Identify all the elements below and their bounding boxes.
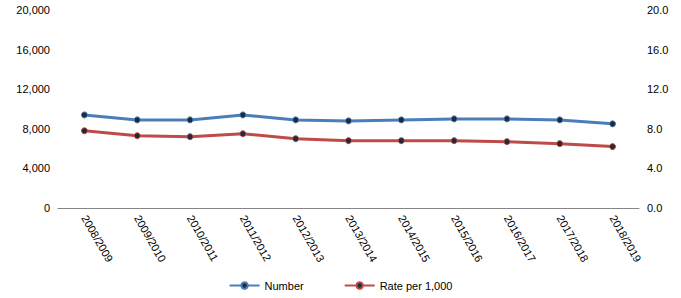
svg-text:2011/2012: 2011/2012	[238, 213, 274, 263]
svg-text:2015/2016: 2015/2016	[449, 213, 485, 264]
svg-text:0: 0	[44, 202, 50, 214]
svg-text:2012/2013: 2012/2013	[290, 213, 326, 264]
svg-text:2018/2019: 2018/2019	[607, 213, 643, 264]
svg-text:2008/2009: 2008/2009	[79, 213, 115, 264]
svg-text:8.0: 8.0	[647, 123, 662, 135]
svg-text:8,000: 8,000	[22, 123, 50, 135]
svg-text:2017/2018: 2017/2018	[555, 213, 591, 264]
svg-text:16,000: 16,000	[16, 44, 50, 56]
svg-text:4,000: 4,000	[22, 162, 50, 174]
svg-text:4.0: 4.0	[647, 162, 662, 174]
svg-text:2014/2015: 2014/2015	[396, 213, 432, 264]
svg-text:2016/2017: 2016/2017	[502, 213, 538, 264]
svg-text:Rate per 1,000: Rate per 1,000	[380, 280, 453, 292]
svg-text:2010/2011: 2010/2011	[185, 213, 221, 263]
svg-text:12.0: 12.0	[647, 83, 668, 95]
svg-text:Number: Number	[265, 280, 304, 292]
svg-text:12,000: 12,000	[16, 83, 50, 95]
svg-text:20,000: 20,000	[16, 4, 50, 16]
svg-text:2013/2014: 2013/2014	[343, 213, 379, 264]
svg-text:20.0: 20.0	[647, 4, 668, 16]
svg-text:0.0: 0.0	[647, 202, 662, 214]
svg-text:2009/2010: 2009/2010	[132, 213, 168, 264]
svg-text:16.0: 16.0	[647, 44, 668, 56]
